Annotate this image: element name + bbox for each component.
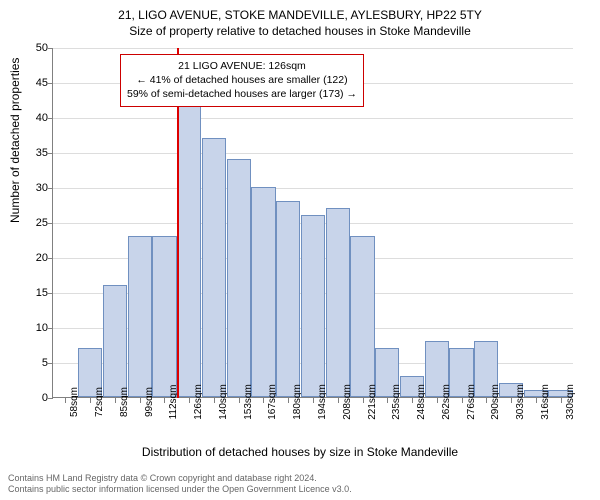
ytick-label: 20 xyxy=(18,252,48,264)
ytick-label: 0 xyxy=(18,392,48,404)
ytick-mark xyxy=(48,328,53,329)
ytick-label: 25 xyxy=(18,217,48,229)
xtick-mark xyxy=(412,398,413,403)
histogram-bar xyxy=(128,236,152,397)
ytick-mark xyxy=(48,83,53,84)
ytick-mark xyxy=(48,48,53,49)
xtick-mark xyxy=(189,398,190,403)
ytick-label: 50 xyxy=(18,42,48,54)
histogram-bar xyxy=(251,187,275,397)
ytick-label: 30 xyxy=(18,182,48,194)
ytick-label: 40 xyxy=(18,112,48,124)
histogram-bar xyxy=(227,159,251,397)
histogram-bar xyxy=(301,215,325,397)
annotation-line1: 21 LIGO AVENUE: 126sqm xyxy=(127,59,357,73)
xtick-mark xyxy=(263,398,264,403)
gridline xyxy=(53,153,573,154)
chart-title-address: 21, LIGO AVENUE, STOKE MANDEVILLE, AYLES… xyxy=(0,0,600,22)
ytick-mark xyxy=(48,118,53,119)
gridline xyxy=(53,48,573,49)
xtick-mark xyxy=(90,398,91,403)
ytick-label: 45 xyxy=(18,77,48,89)
xtick-mark xyxy=(387,398,388,403)
ytick-mark xyxy=(48,293,53,294)
xtick-mark xyxy=(288,398,289,403)
footer-line2: Contains public sector information licen… xyxy=(8,484,352,496)
histogram-bar xyxy=(276,201,300,397)
xtick-label: 330sqm xyxy=(565,384,576,420)
histogram-bar xyxy=(350,236,374,397)
ytick-mark xyxy=(48,188,53,189)
gridline xyxy=(53,118,573,119)
ytick-label: 15 xyxy=(18,287,48,299)
histogram-bar xyxy=(326,208,350,397)
footer-attribution: Contains HM Land Registry data © Crown c… xyxy=(8,473,352,496)
xtick-mark xyxy=(462,398,463,403)
ytick-label: 10 xyxy=(18,322,48,334)
ytick-mark xyxy=(48,153,53,154)
xtick-mark xyxy=(536,398,537,403)
annotation-line3: 59% of semi-detached houses are larger (… xyxy=(127,87,357,101)
xtick-mark xyxy=(561,398,562,403)
xtick-mark xyxy=(486,398,487,403)
xtick-mark xyxy=(363,398,364,403)
ytick-label: 5 xyxy=(18,357,48,369)
ytick-label: 35 xyxy=(18,147,48,159)
xtick-mark xyxy=(239,398,240,403)
histogram-bar xyxy=(103,285,127,397)
annotation-callout: 21 LIGO AVENUE: 126sqm ← 41% of detached… xyxy=(120,54,364,107)
xtick-mark xyxy=(115,398,116,403)
xtick-mark xyxy=(140,398,141,403)
footer-line1: Contains HM Land Registry data © Crown c… xyxy=(8,473,352,485)
xtick-mark xyxy=(437,398,438,403)
xtick-mark xyxy=(338,398,339,403)
xtick-mark xyxy=(214,398,215,403)
xtick-mark xyxy=(164,398,165,403)
histogram-bar xyxy=(177,82,201,397)
ytick-mark xyxy=(48,398,53,399)
gridline xyxy=(53,188,573,189)
xtick-mark xyxy=(65,398,66,403)
ytick-mark xyxy=(48,258,53,259)
histogram-bar xyxy=(152,236,176,397)
xtick-mark xyxy=(313,398,314,403)
xtick-mark xyxy=(511,398,512,403)
chart-area: 0510152025303540455058sqm72sqm85sqm99sqm… xyxy=(52,48,572,398)
ytick-mark xyxy=(48,363,53,364)
x-axis-label: Distribution of detached houses by size … xyxy=(0,445,600,459)
annotation-line2: ← 41% of detached houses are smaller (12… xyxy=(127,73,357,87)
ytick-mark xyxy=(48,223,53,224)
histogram-bar xyxy=(202,138,226,397)
chart-title-subtitle: Size of property relative to detached ho… xyxy=(0,22,600,42)
